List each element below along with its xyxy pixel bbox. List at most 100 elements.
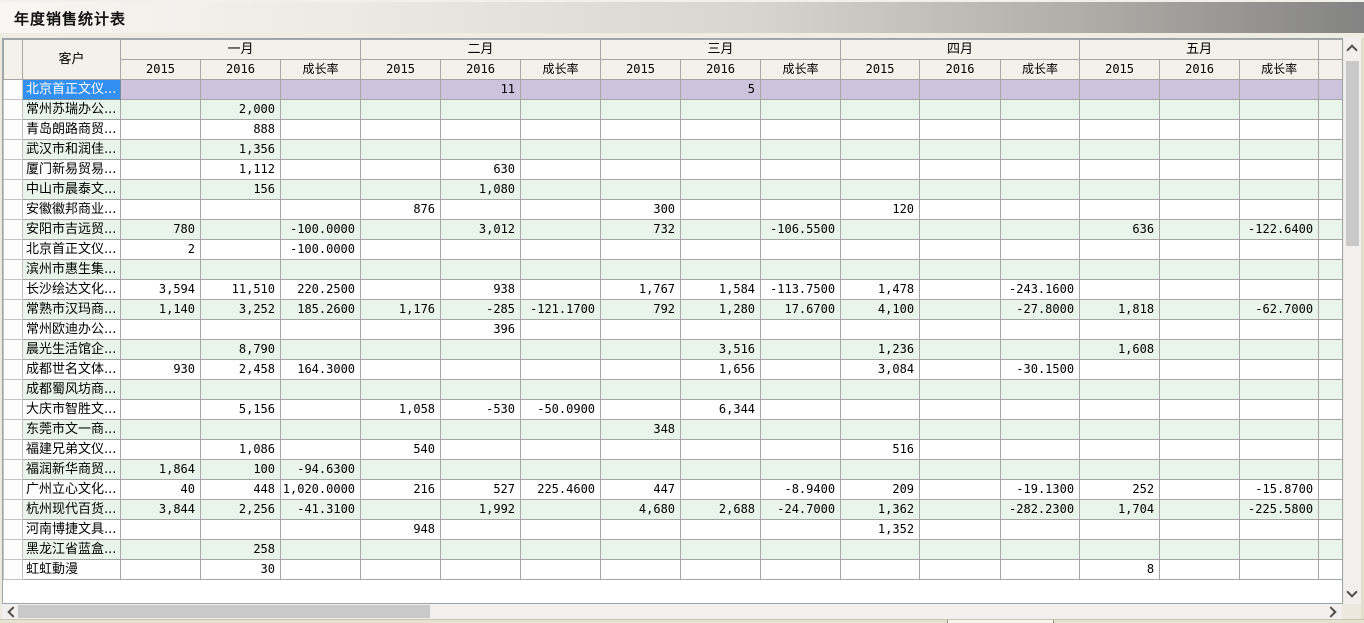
value-cell[interactable]: 17.6700 [760, 299, 842, 320]
value-cell[interactable]: 164.3000 [279, 359, 362, 380]
value-cell[interactable]: 5,156 [200, 399, 281, 420]
value-cell[interactable] [1239, 179, 1320, 200]
value-cell[interactable] [520, 159, 602, 180]
customer-cell[interactable]: 武汉市和润佳... [22, 139, 121, 160]
value-cell[interactable] [520, 459, 602, 480]
value-cell[interactable]: -27.8000 [1000, 299, 1081, 320]
customer-cell[interactable]: 黑龙江省蓝盒... [22, 539, 121, 560]
value-cell[interactable]: 3,516 [680, 339, 762, 360]
table-row[interactable]: 青岛朗路商贸... 888 [3, 119, 1342, 140]
value-cell[interactable] [680, 199, 762, 220]
value-cell[interactable] [120, 319, 201, 340]
value-cell[interactable]: -106.5500 [760, 219, 842, 240]
value-cell[interactable] [1079, 99, 1161, 120]
row-indicator[interactable] [3, 419, 23, 440]
value-cell[interactable] [520, 239, 602, 260]
value-cell[interactable] [1159, 379, 1241, 400]
value-cell[interactable] [1079, 359, 1161, 380]
year-header[interactable]: 2015 [840, 59, 921, 80]
customer-cell[interactable]: 长沙绘达文化... [22, 279, 121, 300]
value-cell[interactable] [680, 559, 762, 580]
value-cell[interactable] [279, 399, 362, 420]
value-cell[interactable] [360, 499, 442, 520]
row-indicator[interactable] [3, 319, 23, 340]
partial-cell[interactable] [1318, 459, 1342, 480]
value-cell[interactable] [680, 319, 762, 340]
value-cell[interactable]: 4,680 [600, 499, 682, 520]
value-cell[interactable] [1079, 419, 1161, 440]
value-cell[interactable]: 780 [120, 219, 201, 240]
row-indicator[interactable] [3, 459, 23, 480]
value-cell[interactable] [919, 379, 1002, 400]
row-indicator[interactable] [3, 79, 23, 100]
value-cell[interactable]: 876 [360, 199, 442, 220]
table-row[interactable]: 成都蜀风坊商... [3, 379, 1342, 400]
value-cell[interactable] [600, 459, 682, 480]
value-cell[interactable] [919, 339, 1002, 360]
customer-cell[interactable]: 虹虹動漫 [22, 559, 121, 580]
value-cell[interactable] [600, 359, 682, 380]
value-cell[interactable]: 120 [840, 199, 921, 220]
value-cell[interactable] [1079, 279, 1161, 300]
value-cell[interactable] [520, 319, 602, 340]
value-cell[interactable] [680, 379, 762, 400]
value-cell[interactable]: 792 [600, 299, 682, 320]
customer-cell[interactable]: 晨光生活馆企... [22, 339, 121, 360]
value-cell[interactable] [919, 399, 1002, 420]
value-cell[interactable] [840, 459, 921, 480]
value-cell[interactable] [680, 519, 762, 540]
horizontal-scrollbar[interactable] [2, 604, 1342, 619]
value-cell[interactable] [1000, 339, 1081, 360]
value-cell[interactable] [120, 119, 201, 140]
value-cell[interactable] [360, 159, 442, 180]
row-indicator[interactable] [3, 99, 23, 120]
value-cell[interactable]: 3,084 [840, 359, 921, 380]
value-cell[interactable] [760, 519, 842, 540]
value-cell[interactable] [200, 419, 281, 440]
table-row[interactable]: 北京首正文仪... 11 5 [3, 79, 1342, 100]
customer-cell[interactable]: 杭州现代百货... [22, 499, 121, 520]
value-cell[interactable] [919, 559, 1002, 580]
value-cell[interactable] [1000, 239, 1081, 260]
value-cell[interactable] [760, 539, 842, 560]
value-cell[interactable]: 8,790 [200, 339, 281, 360]
value-cell[interactable] [1239, 459, 1320, 480]
value-cell[interactable]: -285 [440, 299, 522, 320]
value-cell[interactable]: 1,656 [680, 359, 762, 380]
value-cell[interactable] [760, 459, 842, 480]
value-cell[interactable] [1000, 219, 1081, 240]
value-cell[interactable] [440, 379, 522, 400]
value-cell[interactable] [1159, 459, 1241, 480]
value-cell[interactable] [200, 259, 281, 280]
value-cell[interactable] [520, 379, 602, 400]
row-indicator[interactable] [3, 139, 23, 160]
value-cell[interactable] [1079, 259, 1161, 280]
month-header[interactable]: 四月 [840, 39, 1081, 60]
value-cell[interactable] [440, 519, 522, 540]
value-cell[interactable] [1159, 219, 1241, 240]
value-cell[interactable]: -225.5800 [1239, 499, 1320, 520]
value-cell[interactable] [279, 139, 362, 160]
value-cell[interactable] [279, 179, 362, 200]
partial-cell[interactable] [1318, 559, 1342, 580]
value-cell[interactable]: 888 [200, 119, 281, 140]
value-cell[interactable] [600, 99, 682, 120]
value-cell[interactable] [1000, 119, 1081, 140]
partial-cell[interactable] [1318, 99, 1342, 120]
value-cell[interactable] [120, 559, 201, 580]
value-cell[interactable] [919, 479, 1002, 500]
value-cell[interactable] [1079, 459, 1161, 480]
partial-cell[interactable] [1318, 279, 1342, 300]
customer-cell[interactable]: 北京首正文仪... [22, 239, 121, 260]
value-cell[interactable] [1159, 279, 1241, 300]
partial-cell[interactable] [1318, 319, 1342, 340]
value-cell[interactable] [919, 459, 1002, 480]
value-cell[interactable] [520, 219, 602, 240]
value-cell[interactable] [840, 159, 921, 180]
value-cell[interactable] [1159, 399, 1241, 420]
value-cell[interactable] [760, 159, 842, 180]
value-cell[interactable] [1239, 359, 1320, 380]
row-indicator[interactable] [3, 359, 23, 380]
value-cell[interactable] [680, 259, 762, 280]
value-cell[interactable] [1159, 339, 1241, 360]
